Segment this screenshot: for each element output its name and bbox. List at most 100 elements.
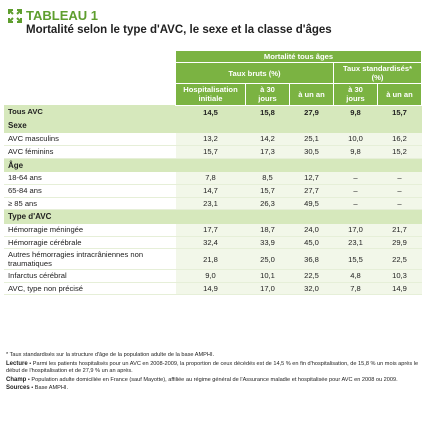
- cell: 8,5: [245, 172, 290, 186]
- cell: 10,0: [333, 133, 378, 147]
- table-row: AVC féminins 15,7 17,3 30,5 9,8 15,2: [4, 145, 422, 159]
- table-row: AVC masculins 13,2 14,2 25,1 10,0 16,2: [4, 133, 422, 147]
- column-header: à 30 jours: [245, 83, 290, 106]
- cell: –: [333, 197, 378, 211]
- section-label: Type d'AVC: [4, 209, 422, 224]
- table-row: Âge: [4, 158, 422, 173]
- table-row: Tous AVC 14,5 15,8 27,9 9,8 15,7: [4, 105, 422, 120]
- table-row: Hémorragie cérébrale 32,4 33,9 45,0 23,1 29,9: [4, 236, 422, 250]
- column-header: à 30 jours: [333, 83, 378, 106]
- cell: 32,4: [175, 236, 246, 250]
- cell: 17,7: [175, 223, 246, 237]
- header-row: Taux bruts (%) Taux standardisés* (%): [4, 62, 422, 85]
- row-label: 18-64 ans: [4, 172, 176, 186]
- section-label: Âge: [4, 158, 422, 173]
- row-label: AVC, type non précisé: [4, 282, 176, 296]
- cell: 24,0: [289, 223, 334, 237]
- cell: 9,8: [333, 145, 378, 159]
- cell: 25,1: [289, 133, 334, 147]
- cell: 9,8: [333, 105, 378, 120]
- cell: 36,8: [289, 248, 334, 271]
- cell: 4,8: [333, 269, 378, 283]
- row-label: ≥ 85 ans: [4, 197, 176, 211]
- table-row: 65-84 ans 14,7 15,7 27,7– –: [4, 184, 422, 198]
- table-title: Mortalité selon le type d'AVC, le sexe e…: [26, 24, 332, 36]
- cell: 22,5: [377, 248, 422, 271]
- row-label: Hémorragie méningée: [4, 223, 176, 237]
- table-row: 18-64 ans 7,8 8,5 12,7– –: [4, 172, 422, 186]
- cell: 27,7: [289, 184, 334, 198]
- note-label: Sources: [6, 385, 30, 392]
- section-label: Sexe: [4, 119, 422, 134]
- note-text: • Base AMPHI.: [31, 385, 69, 392]
- cell: 17,0: [245, 282, 290, 296]
- subgroup-header: Taux bruts (%): [175, 62, 334, 85]
- cell: 32,0: [289, 282, 334, 296]
- cell: 22,5: [289, 269, 334, 283]
- cell: 14,7: [175, 184, 246, 198]
- cell: 25,0: [245, 248, 290, 271]
- note-text: • Parmi les patients hospitalisés pour u…: [6, 360, 419, 375]
- cell: 21,7: [377, 223, 422, 237]
- group-header: Mortalité tous âges: [175, 49, 422, 64]
- cell: 7,8: [333, 282, 378, 296]
- header-row: Mortalité tous âges: [4, 49, 422, 64]
- column-header: à un an: [377, 83, 422, 106]
- cell: 30,5: [289, 145, 334, 159]
- cell: 13,2: [175, 133, 246, 147]
- cell: 15,2: [377, 145, 422, 159]
- row-label: 65-84 ans: [4, 184, 176, 198]
- cell: 15,7: [245, 184, 290, 198]
- table-row: Infarctus cérébral 9,0 10,1 22,5 4,8 10,3: [4, 269, 422, 283]
- cell: 15,7: [377, 105, 422, 120]
- table-row: Sexe: [4, 119, 422, 134]
- row-label: AVC féminins: [4, 145, 176, 159]
- note: Lecture • Parmi les patients hospitalisé…: [6, 360, 421, 376]
- cell: 27,9: [289, 105, 334, 120]
- table-row: Autres hémorragies intracrâniennes non t…: [4, 248, 422, 271]
- table-row: Hémorragie méningée 17,7 18,7 24,0 17,0 21,7: [4, 223, 422, 237]
- cell: 10,3: [377, 269, 422, 283]
- cell: –: [333, 184, 378, 198]
- cell: 14,9: [175, 282, 246, 296]
- cell: 15,7: [175, 145, 246, 159]
- cell: 26,3: [245, 197, 290, 211]
- cell: 49,5: [289, 197, 334, 211]
- table-row: AVC, type non précisé 14,9 17,0 32,0 7,8 14,9: [4, 282, 422, 296]
- cell: 16,2: [377, 133, 422, 147]
- cell: 45,0: [289, 236, 334, 250]
- cell: –: [333, 172, 378, 186]
- row-label: Hémorragie cérébrale: [4, 236, 176, 250]
- note-label: Lecture: [6, 360, 28, 367]
- cell: –: [377, 197, 422, 211]
- table-row: ≥ 85 ans 23,1 26,3 49,5– –: [4, 197, 422, 211]
- icon: [8, 9, 22, 23]
- cell: 15,5: [333, 248, 378, 271]
- row-label: Autres hémorragies intracrâniennes non t…: [4, 248, 176, 271]
- cell: 7,8: [175, 172, 246, 186]
- cell: 21,8: [175, 248, 246, 271]
- note-label: Champ: [6, 376, 27, 383]
- cell: 17,3: [245, 145, 290, 159]
- cell: 29,9: [377, 236, 422, 250]
- header-row: Hospitalisation initiale à 30 jours à un a…: [4, 83, 422, 106]
- cell: 17,0: [333, 223, 378, 237]
- table-row: Type d'AVC: [4, 209, 422, 224]
- cell: 15,8: [245, 105, 290, 120]
- cell: 23,1: [333, 236, 378, 250]
- note-text: • Population adulte domiciliée en France…: [27, 376, 398, 383]
- cell: 14,5: [175, 105, 246, 120]
- table-label: TABLEAU 1: [26, 8, 98, 23]
- cell: 33,9: [245, 236, 290, 250]
- column-header: à un an: [289, 83, 334, 106]
- data-table: Mortalité tous âges Taux bruts (%) Taux st…: [4, 49, 422, 296]
- row-label: AVC masculins: [4, 133, 176, 147]
- footnote: * Taux standardisés sur la structure d'â…: [6, 352, 215, 358]
- row-label: Infarctus cérébral: [4, 269, 176, 283]
- cell: –: [377, 184, 422, 198]
- corner: [4, 51, 176, 106]
- row-label: Tous AVC: [4, 105, 176, 120]
- subgroup-header: Taux standardisés* (%): [333, 62, 422, 85]
- cell: –: [377, 172, 422, 186]
